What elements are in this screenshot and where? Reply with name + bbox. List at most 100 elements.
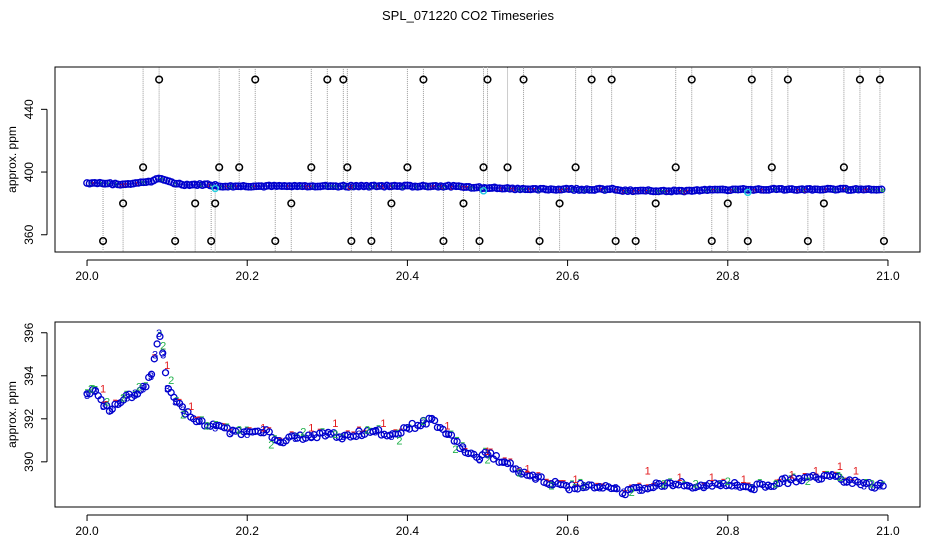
bottom-series-3-marker: 3 <box>765 480 771 492</box>
bottom-series-3-marker: 3 <box>260 425 266 437</box>
top-outlier-point <box>475 236 484 246</box>
top-baseline-point <box>144 177 153 186</box>
bottom-series-3-marker: 3 <box>152 349 158 361</box>
top-outlier-point <box>631 236 640 246</box>
top-outlier-point <box>419 75 428 84</box>
top-baseline-point <box>588 185 596 194</box>
top-baseline-point <box>429 182 437 190</box>
top-outlier-point <box>767 163 776 172</box>
bottom-dense-point <box>613 485 621 493</box>
bottom-dense-point <box>265 428 273 436</box>
top-baseline-point <box>424 182 432 191</box>
bottom-x-tick-label: 20.0 <box>75 524 99 538</box>
bottom-series-2-marker: 2 <box>160 341 166 353</box>
bottom-dense-point <box>257 429 265 437</box>
bottom-series-2-marker: 2 <box>204 420 210 432</box>
bottom-series-1-marker: 1 <box>573 474 579 486</box>
top-baseline-point <box>877 185 886 194</box>
bottom-dense-point <box>103 401 111 410</box>
bottom-series-2-marker: 2 <box>120 392 126 404</box>
top-baseline-point <box>708 185 717 194</box>
top-outlier-point <box>387 199 396 208</box>
bottom-series-2-marker: 2 <box>136 382 142 394</box>
top-outlier-point <box>207 236 216 246</box>
top-baseline-point <box>285 182 294 190</box>
bottom-series-3-marker: 3 <box>308 431 314 443</box>
top-x-tick-label: 20.2 <box>236 269 260 283</box>
bottom-dense-point <box>585 481 593 489</box>
top-baseline-point <box>716 185 724 194</box>
bottom-x-tick-label: 21.0 <box>876 524 900 538</box>
top-outlier-point <box>191 199 200 208</box>
bottom-series-2-marker: 2 <box>693 478 699 490</box>
top-outlier-point <box>607 75 616 84</box>
top-outlier-point <box>439 236 448 246</box>
top-baseline-accent <box>880 188 885 193</box>
bottom-dense-point <box>534 473 543 481</box>
bottom-dense-point <box>450 437 458 445</box>
top-baseline-point <box>536 184 545 193</box>
bottom-series-2-marker: 2 <box>516 468 522 480</box>
top-data-layer <box>83 67 889 252</box>
top-baseline-point <box>88 179 97 187</box>
top-baseline-point <box>762 185 771 194</box>
top-y-tick-label: 440 <box>22 99 36 119</box>
top-baseline-point <box>131 179 140 187</box>
bottom-series-3-marker: 3 <box>829 470 835 482</box>
top-outlier-point <box>343 163 352 172</box>
top-outlier-point <box>743 236 752 246</box>
bottom-series-3-marker: 3 <box>460 444 466 456</box>
top-x-tick-label: 20.0 <box>75 269 99 283</box>
top-outlier-point <box>707 236 716 246</box>
bottom-dense-point <box>97 395 105 404</box>
top-baseline-point <box>872 185 881 194</box>
top-outlier-point <box>671 163 680 172</box>
top-baseline-point <box>459 183 468 192</box>
top-baseline-point <box>124 180 132 188</box>
top-outlier-point <box>119 199 128 208</box>
bottom-series-3-marker: 3 <box>669 478 675 490</box>
bottom-series-3-marker: 3 <box>813 472 819 484</box>
top-baseline-point <box>231 182 240 191</box>
bottom-x-tick-label: 20.6 <box>556 524 580 538</box>
top-outlier-point <box>587 75 596 84</box>
bottom-dense-point <box>316 429 324 437</box>
bottom-series-3-marker: 3 <box>653 480 659 492</box>
top-baseline-point <box>283 182 291 191</box>
bottom-dense-point <box>537 473 545 481</box>
bottom-y-tick-label: 394 <box>22 365 36 385</box>
top-baseline-point <box>249 182 258 191</box>
top-outlier-point <box>235 163 244 172</box>
bottom-y-tick-label: 392 <box>22 408 36 428</box>
bottom-x-tick-label: 20.4 <box>396 524 420 538</box>
top-outlier-point <box>519 75 528 84</box>
top-outlier-point <box>271 236 280 246</box>
top-baseline-point <box>201 180 209 189</box>
top-outlier-point <box>819 199 828 208</box>
top-outlier-point <box>651 199 660 208</box>
bottom-series-2-marker: 2 <box>180 410 186 422</box>
top-baseline-point <box>636 186 645 195</box>
bottom-dense-point <box>139 382 147 391</box>
bottom-series-1-marker: 1 <box>677 472 683 484</box>
bottom-series-1-marker: 1 <box>100 384 106 396</box>
top-outlier-point <box>215 163 224 172</box>
top-baseline-point <box>252 182 261 191</box>
bottom-series-1-marker: 1 <box>308 422 314 434</box>
top-gap-marker <box>211 184 219 193</box>
bottom-series-3-marker: 3 <box>444 429 450 441</box>
top-outlier-point <box>747 75 756 84</box>
bottom-dense-point <box>100 402 108 410</box>
top-baseline-point <box>467 183 476 192</box>
top-outlier-point <box>855 75 864 84</box>
top-baseline-point <box>713 185 722 194</box>
top-baseline-point <box>311 182 320 191</box>
bottom-dense-point <box>503 459 512 468</box>
bottom-series-2-marker: 2 <box>725 476 731 488</box>
bottom-dense-point <box>750 485 758 494</box>
top-baseline-point <box>823 184 832 193</box>
bottom-series-1-marker: 1 <box>484 446 490 458</box>
top-outlier-point <box>171 236 180 246</box>
bottom-dense-point <box>831 472 840 481</box>
